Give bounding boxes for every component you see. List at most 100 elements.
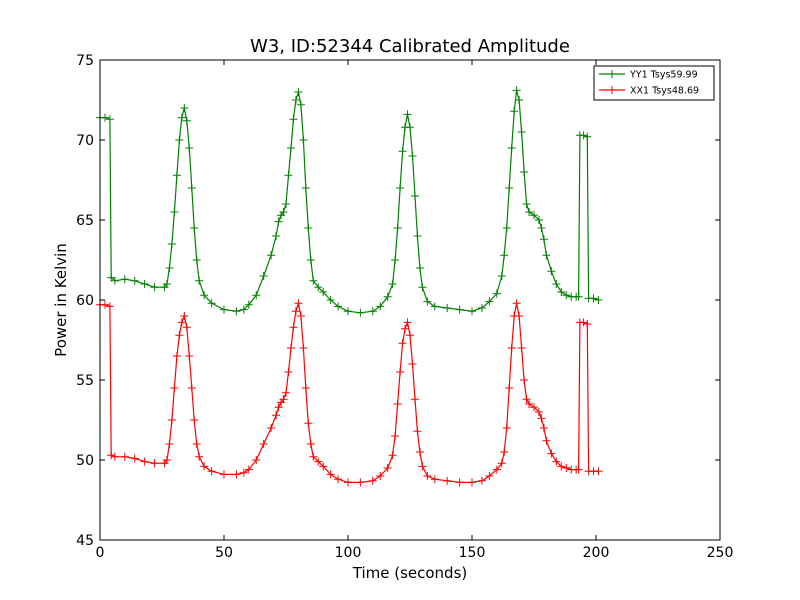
data-point bbox=[376, 302, 385, 311]
data-point bbox=[130, 276, 139, 285]
data-point bbox=[497, 459, 506, 468]
data-point bbox=[398, 339, 407, 348]
data-point bbox=[539, 424, 548, 432]
data-point bbox=[517, 128, 526, 136]
data-point bbox=[267, 424, 276, 432]
data-point bbox=[107, 273, 116, 282]
data-point bbox=[105, 115, 114, 124]
data-point bbox=[485, 297, 494, 306]
data-point bbox=[515, 96, 524, 104]
data-point bbox=[207, 467, 216, 476]
x-tick-label: 150 bbox=[459, 545, 486, 561]
y-tick-label: 45 bbox=[76, 533, 94, 549]
data-point bbox=[319, 288, 328, 296]
data-point bbox=[542, 436, 551, 445]
data-point bbox=[356, 478, 365, 487]
data-point bbox=[522, 200, 531, 208]
x-tick-label: 0 bbox=[96, 545, 105, 561]
x-tick-label: 50 bbox=[215, 545, 233, 561]
data-point bbox=[334, 475, 343, 484]
data-point bbox=[403, 110, 412, 119]
data-point bbox=[408, 360, 417, 368]
data-point bbox=[557, 288, 566, 296]
data-point bbox=[396, 184, 405, 192]
data-point bbox=[522, 395, 531, 404]
data-point bbox=[175, 331, 184, 340]
data-point bbox=[110, 452, 119, 461]
data-point bbox=[505, 184, 514, 192]
data-point bbox=[291, 307, 300, 316]
data-point bbox=[356, 308, 365, 317]
series-2 bbox=[96, 299, 603, 487]
data-point bbox=[562, 464, 571, 472]
data-point bbox=[195, 276, 204, 285]
data-point bbox=[583, 132, 592, 141]
y-tick-label: 55 bbox=[76, 373, 94, 389]
data-point bbox=[150, 459, 159, 468]
data-point bbox=[391, 432, 400, 440]
data-point bbox=[244, 300, 253, 309]
data-point bbox=[557, 462, 566, 471]
data-point bbox=[393, 224, 402, 232]
data-point bbox=[259, 440, 268, 448]
data-point bbox=[304, 419, 313, 428]
legend: YY1 Tsys59.99 XX1 Tsys48.69 bbox=[593, 65, 715, 101]
data-point bbox=[574, 292, 583, 301]
series-1 bbox=[96, 86, 603, 317]
data-point bbox=[562, 291, 571, 300]
data-point bbox=[505, 384, 514, 392]
data-point bbox=[284, 171, 293, 180]
data-point bbox=[552, 457, 561, 466]
data-point bbox=[105, 302, 114, 311]
x-tick-label: 250 bbox=[707, 545, 734, 561]
data-point bbox=[413, 427, 422, 436]
data-point bbox=[403, 318, 412, 327]
data-point bbox=[344, 307, 352, 316]
data-point bbox=[165, 264, 174, 272]
data-point bbox=[500, 251, 509, 260]
data-point bbox=[289, 323, 298, 332]
data-point bbox=[344, 478, 352, 487]
data-point bbox=[542, 251, 551, 260]
data-point bbox=[468, 478, 476, 487]
data-point bbox=[376, 472, 385, 480]
data-point bbox=[537, 224, 546, 232]
y-tick-label: 60 bbox=[76, 293, 94, 309]
data-point bbox=[398, 147, 407, 156]
data-point bbox=[485, 472, 494, 480]
data-point bbox=[289, 115, 298, 124]
data-point bbox=[296, 100, 305, 109]
data-point bbox=[244, 465, 253, 474]
data-point bbox=[525, 400, 534, 408]
data-point bbox=[195, 452, 204, 461]
data-point bbox=[200, 462, 209, 471]
data-point bbox=[162, 456, 171, 464]
data-point bbox=[314, 283, 323, 292]
data-point bbox=[150, 283, 159, 292]
data-point bbox=[368, 476, 377, 485]
data-point bbox=[239, 305, 248, 314]
data-point bbox=[167, 416, 176, 424]
data-point bbox=[547, 449, 556, 458]
data-point bbox=[383, 292, 392, 301]
data-point bbox=[520, 168, 529, 176]
data-point bbox=[415, 448, 424, 456]
data-point bbox=[140, 457, 149, 466]
data-point bbox=[172, 171, 181, 180]
data-point bbox=[185, 144, 194, 152]
data-point bbox=[301, 184, 310, 192]
data-point bbox=[120, 275, 129, 284]
data-point bbox=[430, 302, 439, 311]
data-point bbox=[517, 344, 526, 352]
data-point bbox=[413, 232, 422, 240]
legend-label: XX1 Tsys48.69 bbox=[630, 86, 699, 97]
data-point bbox=[406, 123, 414, 132]
data-point bbox=[423, 472, 432, 480]
data-point bbox=[304, 224, 313, 232]
data-point bbox=[120, 452, 129, 461]
data-point bbox=[232, 470, 241, 479]
data-point bbox=[232, 307, 241, 316]
data-point bbox=[162, 280, 171, 288]
plot-area: 0 50 100 150 200 250 45 50 55 60 65 70 75 bbox=[76, 53, 733, 561]
data-point bbox=[391, 256, 400, 264]
